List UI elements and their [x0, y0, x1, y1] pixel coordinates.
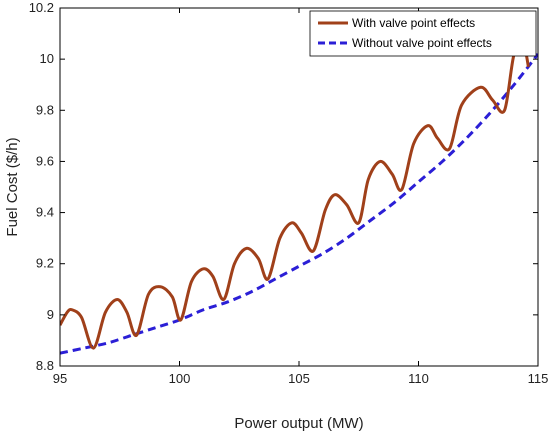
ticks-layer: 95 100 105 110 115 8.8 9 9.2 9.4 9.6 9.8 10 10.2 [29, 0, 549, 386]
y-tick-label: 9.4 [36, 205, 54, 220]
legend: With valve point effects Without valve p… [309, 10, 537, 57]
legend-label-without-valve: Without valve point effects [352, 36, 492, 50]
y-tick-label: 10 [40, 51, 54, 66]
x-axis-title: Power output (MW) [234, 415, 363, 432]
series-line-with-valve-point-effects [60, 43, 530, 350]
legend-label-with-valve: With valve point effects [352, 16, 475, 30]
y-tick-label: 9.6 [36, 153, 54, 168]
y-tick-label: 9 [47, 307, 54, 322]
plot-area [60, 8, 538, 366]
x-tick-label: 105 [288, 371, 310, 386]
y-tick-label: 9.8 [36, 102, 54, 117]
x-tick-label: 95 [53, 371, 67, 386]
x-tick-label: 100 [169, 371, 191, 386]
y-tick-label: 9.2 [36, 256, 54, 271]
series-layer [60, 43, 538, 355]
x-tick-label: 115 [528, 371, 549, 386]
y-tick-label: 8.8 [36, 358, 54, 373]
x-tick-label: 110 [408, 371, 429, 386]
y-tick-label: 10.2 [29, 0, 54, 15]
legend-box [309, 10, 537, 57]
y-axis-title: Fuel Cost ($/h) [4, 137, 21, 236]
